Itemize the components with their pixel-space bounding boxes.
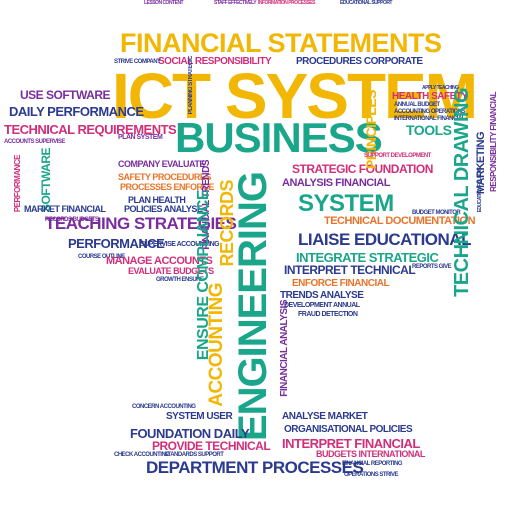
word-engineering: ENGINEERING [231,172,275,442]
word-processes-enforce: PROCESSES ENFORCE [120,182,215,192]
word-tools: TOOLS [406,122,452,138]
word-liaise-educational: LIAISE EDUCATIONAL [298,230,471,249]
word-market-financial: MARKET FINANCIAL [24,204,106,214]
word-performance-side: PERFORMANCE [13,155,22,213]
word-foundation-daily: FOUNDATION DAILY [130,426,250,441]
word-plan-strategic: PLANNING STRATEGIC [188,56,194,115]
word-system-user: SYSTEM USER [166,411,233,422]
word-use-software: USE SOFTWARE [20,88,111,102]
word-growth-ensure: GROWTH ENSURE [156,277,204,283]
word-technical-documentation: TECHNICAL DOCUMENTATION [324,215,476,227]
word-technical-requirements: TECHNICAL REQUIREMENTS [4,122,177,137]
word-supervise-accounting: SUPERVISE ACCOUNTING [140,241,220,248]
word-company-evaluate: COMPANY EVALUATE [118,159,205,169]
word-concern-accounting: CONCERN ACCOUNTING [132,404,196,410]
word-performance: PERFORMANCE [68,236,165,251]
word-strive-company: STRIVE COMPANY [114,59,161,65]
word-budgets-international: BUDGETS INTERNATIONAL [316,449,425,459]
word-support-development: SUPPORT DEVELOPMENT [364,153,431,159]
word-procedures-corporate: PROCEDURES CORPORATE [296,56,423,67]
word-financial-reporting: FINANCIAL REPORTING [342,461,403,467]
word-international-financial: INTERNATIONAL FINANCIAL [394,116,465,122]
word-educational-support: EDUCATIONAL SUPPORT [340,0,392,6]
word-ict-system: ICT SYSTEM [112,60,478,132]
word-check-accounting: CHECK ACCOUNTING [114,452,170,458]
word-safety-procedures: SAFETY PROCEDURES [118,172,211,182]
word-development-annual: DEVELOPMENT ANNUAL [284,302,360,309]
word-organisational-policies: ORGANISATIONAL POLICIES [284,424,413,435]
word-standards-support: STANDARDS SUPPORT [164,452,224,458]
word-plan-health: PLAN HEALTH [128,195,186,205]
word-lesson-content: LESSON CONTENT [144,0,184,6]
word-manage-accounts: MANAGE ACCOUNTS [106,255,213,267]
word-enforce-financial: ENFORCE FINANCIAL [292,278,390,289]
word-interpret-technical: INTERPRET TECHNICAL [284,263,416,277]
word-accounting: ACCOUNTING [206,283,227,407]
word-evaluate-budgets: EVALUATE BUDGETS [128,266,214,276]
word-operations-strive: OPERATIONS STRIVE [344,472,399,478]
word-department-processes: DEPARTMENT PROCESSES [146,458,364,477]
word-records-budgets: RECORDS BUDGETS [45,217,99,223]
word-financial-analysis: FINANCIAL ANALYSIS [279,300,290,397]
word-provide-technical: PROVIDE TECHNICAL [152,439,271,453]
word-education-follow: EDUCATION FOLLOW [477,168,483,213]
word-apply-teaching: APPLY TEACHING [422,85,459,91]
word-responsibility-financial: RESPONSIBILITY FINANCIAL [489,92,498,192]
word-technical-drawing: TECHNICAL DRAWING [451,88,473,297]
word-integrate-strategic: INTEGRATE STRATEGIC [296,250,439,265]
word-health-safety: HEALTH SAFETY [392,91,468,102]
word-reports-give: REPORTS GIVE [412,264,452,270]
word-analysis-financial: ANALYSIS FINANCIAL [282,177,390,189]
word-accounts-supervise: ACCOUNTS SUPERVISE [4,139,65,145]
word-policies-analyse: POLICIES ANALYSE [124,204,203,214]
word-budget-monitor: BUDGET MONITOR [412,210,461,216]
word-interpret-financial: INTERPRET FINANCIAL [282,436,420,451]
word-system: SYSTEM [298,190,394,217]
word-course-outline: COURSE OUTLINE [78,254,125,260]
word-plan-system: PLAN SYSTEM [118,134,163,141]
word-strategic-foundation: STRATEGIC FOUNDATION [292,162,433,176]
word-social-responsibility: SOCIAL RESPONSIBILITY [158,56,272,67]
word-analyse-market: ANALYSE MARKET [282,411,368,422]
word-teaching-strategies: TEACHING STRATEGIES [45,214,237,233]
word-accounting-operations: ACCOUNTING OPERATIONS [394,109,466,115]
word-information-processes: INFORMATION PROCESSES [258,0,315,6]
word-trends-analyse: TRENDS ANALYSE [280,290,364,301]
word-fraud-detection: FRAUD DETECTION [298,311,358,318]
word-annual-budget: ANNUAL BUDGET [394,102,440,108]
word-business: BUSINESS [175,114,383,161]
word-software: SOFTWARE [39,148,53,212]
word-staff-effectively: STAFF EFFECTIVELY [214,0,257,6]
word-financial-statements: FINANCIAL STATEMENTS [120,28,442,58]
word-daily-performance: DAILY PERFORMANCE [9,104,144,119]
